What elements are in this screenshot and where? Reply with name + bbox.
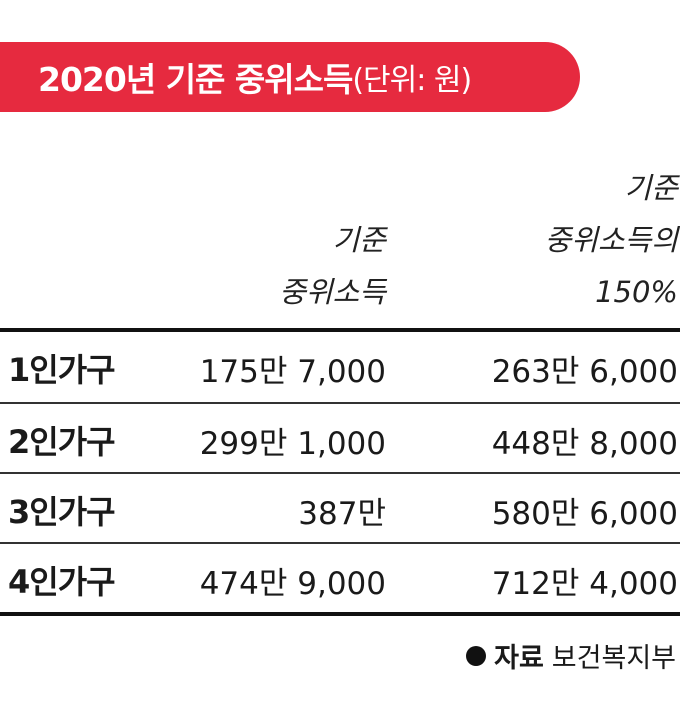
column-header-150-line2: 중위소득의 — [544, 223, 678, 257]
footer-rule — [0, 612, 680, 616]
median-value: 474만 9,000 — [199, 565, 386, 602]
row-divider — [0, 542, 680, 544]
source-note: 자료 보건복지부 — [466, 636, 676, 675]
median150-value: 448만 8,000 — [491, 425, 678, 462]
row-label: 2인가구 — [8, 423, 116, 461]
table-row: 1인가구 175만 7,000 263만 6,000 — [0, 332, 680, 404]
median150-value: 712만 4,000 — [491, 565, 678, 602]
column-header-150: 기준 중위소득의 150% — [545, 162, 678, 318]
row-label: 4인가구 — [8, 563, 116, 601]
row-label: 1인가구 — [8, 351, 116, 389]
median-value: 175만 7,000 — [199, 353, 386, 390]
median-value: 299만 1,000 — [199, 425, 386, 462]
column-header-150-line3: 150% — [595, 275, 678, 309]
table-row: 2인가구 299만 1,000 448만 8,000 — [0, 404, 680, 476]
source-value: 보건복지부 — [551, 643, 676, 674]
bullet-dot-icon — [466, 645, 487, 666]
row-label: 3인가구 — [8, 493, 116, 531]
row-divider — [0, 402, 680, 404]
median150-value: 580만 6,000 — [491, 495, 678, 532]
median-value: 387만 — [298, 495, 386, 532]
column-header-median-line1: 기준 — [332, 223, 386, 257]
table-row: 3인가구 387만 580만 6,000 — [0, 474, 680, 546]
row-divider — [0, 472, 680, 474]
column-header-median: 기준 중위소득 — [279, 214, 386, 318]
title-banner: 2020년 기준 중위소득 (단위: 원) — [0, 42, 580, 112]
source-label: 자료 — [494, 643, 544, 674]
unit-label: (단위: 원) — [352, 63, 472, 98]
column-header-150-line1: 기준 — [624, 171, 678, 205]
chart-title: 2020년 기준 중위소득 — [38, 60, 353, 99]
median150-value: 263만 6,000 — [491, 353, 678, 390]
table-row: 4인가구 474만 9,000 712만 4,000 — [0, 544, 680, 616]
column-header-median-line2: 중위소득 — [279, 275, 386, 309]
header-rule — [0, 328, 680, 332]
